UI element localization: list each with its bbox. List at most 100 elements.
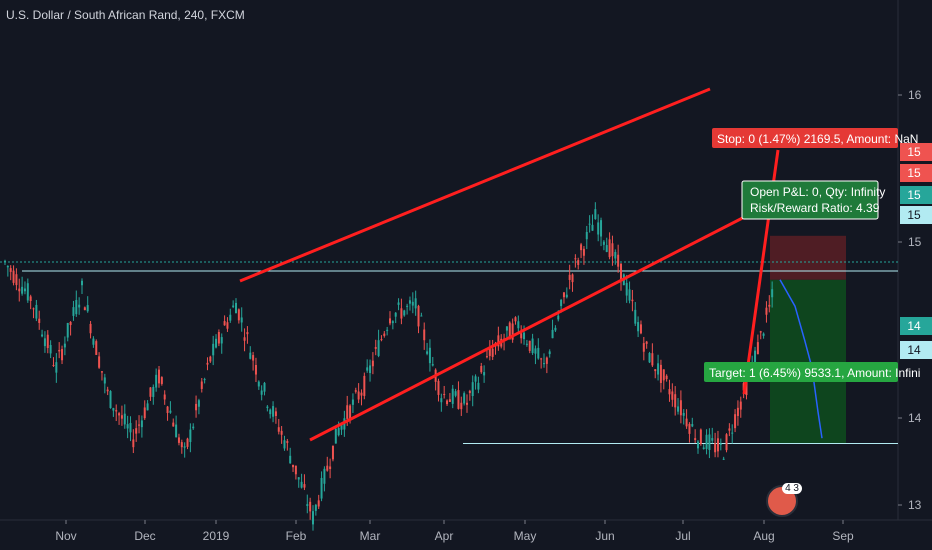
- candle: [289, 455, 292, 464]
- candle: [360, 392, 363, 396]
- candle: [163, 394, 166, 400]
- candle: [508, 322, 511, 340]
- candle: [408, 300, 411, 304]
- candle: [83, 307, 86, 311]
- candle: [446, 400, 449, 405]
- candle: [497, 335, 500, 347]
- candle: [246, 332, 249, 335]
- candle: [679, 400, 682, 416]
- candle: [72, 307, 75, 316]
- candle: [203, 379, 206, 381]
- x-tick-label: Apr: [435, 529, 454, 543]
- candle: [736, 407, 739, 416]
- candle: [639, 324, 642, 334]
- candle: [591, 224, 594, 231]
- candle: [565, 294, 568, 298]
- candle: [297, 477, 300, 480]
- candle: [448, 399, 451, 402]
- candle: [460, 402, 463, 410]
- candle: [235, 302, 237, 314]
- notification-avatar-icon[interactable]: 4 3: [766, 483, 802, 517]
- x-tick-label: Sep: [832, 529, 854, 543]
- price-tag-label: 15: [907, 145, 921, 159]
- price-tag-label: 15: [907, 166, 921, 180]
- candle: [351, 399, 354, 405]
- candle: [46, 334, 49, 349]
- candle: [349, 405, 352, 421]
- candle: [557, 315, 560, 320]
- y-tick-label: 14: [908, 411, 922, 425]
- candle: [762, 333, 765, 336]
- candle: [195, 403, 198, 411]
- candle: [35, 304, 38, 319]
- candle: [138, 424, 141, 426]
- candle: [480, 366, 483, 373]
- candle: [428, 347, 431, 364]
- candle: [662, 369, 665, 381]
- candle: [197, 400, 200, 407]
- candle: [314, 504, 317, 511]
- candle: [374, 347, 377, 349]
- candle: [257, 381, 260, 387]
- candle: [614, 252, 617, 259]
- candle: [23, 288, 26, 292]
- candle: [625, 282, 628, 296]
- candle: [634, 309, 637, 324]
- candle: [728, 428, 731, 431]
- candle: [309, 501, 312, 512]
- candle: [511, 323, 514, 340]
- candle: [466, 402, 468, 405]
- candle: [58, 349, 61, 352]
- candle: [312, 511, 314, 525]
- candle: [637, 322, 640, 332]
- candle: [4, 260, 6, 263]
- candle: [149, 387, 152, 397]
- candle: [369, 365, 372, 374]
- candle: [400, 308, 403, 319]
- candle: [100, 371, 103, 373]
- candle: [92, 338, 95, 345]
- candle: [32, 308, 35, 310]
- candle: [132, 439, 135, 448]
- candle: [189, 429, 192, 443]
- x-tick-label: Jun: [595, 529, 614, 543]
- candle: [540, 358, 543, 360]
- candle: [386, 329, 389, 331]
- candle: [443, 394, 446, 396]
- candle: [177, 437, 180, 443]
- candle: [483, 372, 486, 376]
- x-tick-label: Mar: [360, 529, 381, 543]
- lower-channel-trendline: [309, 206, 763, 442]
- candle: [175, 424, 178, 438]
- candle: [118, 413, 121, 416]
- candle: [21, 286, 24, 294]
- candle: [642, 343, 645, 352]
- candle: [517, 321, 520, 329]
- candle: [722, 458, 725, 460]
- candle: [537, 347, 540, 359]
- candle: [477, 382, 480, 390]
- candle: [420, 315, 423, 317]
- candle: [708, 434, 711, 450]
- target-zone: [770, 279, 846, 444]
- candle: [580, 244, 583, 251]
- candle: [334, 428, 337, 444]
- candle: [440, 398, 443, 403]
- candle: [226, 322, 229, 329]
- candle: [217, 332, 220, 344]
- candle: [705, 434, 708, 449]
- candle: [49, 345, 52, 354]
- candle: [463, 393, 466, 404]
- candle: [668, 389, 671, 395]
- candle: [582, 248, 585, 256]
- candle: [505, 326, 508, 331]
- price-tag: [900, 341, 932, 359]
- candle: [423, 329, 426, 341]
- candle: [260, 390, 263, 395]
- candle: [220, 337, 223, 344]
- candle: [426, 351, 429, 354]
- candle: [765, 307, 768, 315]
- candle: [346, 405, 349, 419]
- candle: [29, 296, 32, 301]
